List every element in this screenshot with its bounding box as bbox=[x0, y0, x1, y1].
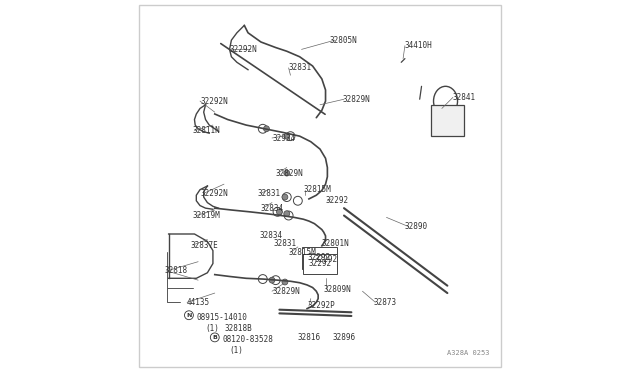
Text: 32841: 32841 bbox=[453, 93, 476, 102]
Text: 32801N: 32801N bbox=[322, 239, 349, 248]
Text: 32292: 32292 bbox=[326, 196, 349, 205]
Text: A328A 0253: A328A 0253 bbox=[447, 350, 490, 356]
Text: 32831: 32831 bbox=[257, 189, 280, 198]
Circle shape bbox=[269, 277, 275, 283]
Text: 08915-14010: 08915-14010 bbox=[196, 312, 247, 321]
Text: 32292N: 32292N bbox=[200, 97, 228, 106]
Text: 32829N: 32829N bbox=[276, 169, 303, 177]
FancyBboxPatch shape bbox=[431, 105, 464, 136]
Text: 34410H: 34410H bbox=[405, 41, 433, 50]
Text: 32818B: 32818B bbox=[224, 324, 252, 333]
Text: 32831: 32831 bbox=[289, 63, 312, 72]
Text: 32805N: 32805N bbox=[329, 36, 357, 45]
Text: 08120-83528: 08120-83528 bbox=[222, 335, 273, 344]
Text: 32829N: 32829N bbox=[272, 287, 300, 296]
Circle shape bbox=[284, 211, 290, 217]
Text: 32292: 32292 bbox=[308, 259, 332, 268]
Text: 32292N: 32292N bbox=[230, 45, 257, 54]
Text: 32934: 32934 bbox=[272, 134, 295, 142]
Text: 32896: 32896 bbox=[333, 333, 356, 342]
Circle shape bbox=[284, 133, 290, 139]
Text: 32890: 32890 bbox=[405, 222, 428, 231]
Text: 44135: 44135 bbox=[187, 298, 210, 307]
Text: 32873: 32873 bbox=[374, 298, 397, 307]
Text: (1): (1) bbox=[205, 324, 220, 333]
Text: 32816: 32816 bbox=[298, 333, 321, 342]
Text: 32815M: 32815M bbox=[289, 248, 316, 257]
Text: 32292: 32292 bbox=[307, 253, 330, 263]
Text: (1): (1) bbox=[230, 346, 243, 355]
Circle shape bbox=[276, 209, 282, 215]
Text: 32834: 32834 bbox=[261, 203, 284, 213]
Circle shape bbox=[284, 170, 290, 176]
Circle shape bbox=[282, 279, 288, 285]
Text: 32831: 32831 bbox=[274, 239, 297, 248]
Text: B: B bbox=[212, 335, 217, 340]
Text: 32811N: 32811N bbox=[193, 126, 220, 135]
FancyBboxPatch shape bbox=[303, 254, 337, 273]
Text: 32292: 32292 bbox=[314, 255, 337, 264]
Text: 32292P: 32292P bbox=[307, 301, 335, 311]
Text: 32292N: 32292N bbox=[200, 189, 228, 198]
FancyBboxPatch shape bbox=[301, 247, 337, 269]
Circle shape bbox=[282, 194, 288, 200]
Text: N: N bbox=[186, 313, 191, 318]
Text: 32818: 32818 bbox=[165, 266, 188, 275]
Text: 32819M: 32819M bbox=[193, 211, 220, 220]
Circle shape bbox=[264, 126, 269, 132]
Text: 32837E: 32837E bbox=[191, 241, 218, 250]
Text: 32809N: 32809N bbox=[324, 285, 351, 294]
Text: 32829N: 32829N bbox=[342, 95, 370, 104]
Text: 32815M: 32815M bbox=[303, 185, 331, 194]
Text: 32834: 32834 bbox=[259, 231, 282, 240]
